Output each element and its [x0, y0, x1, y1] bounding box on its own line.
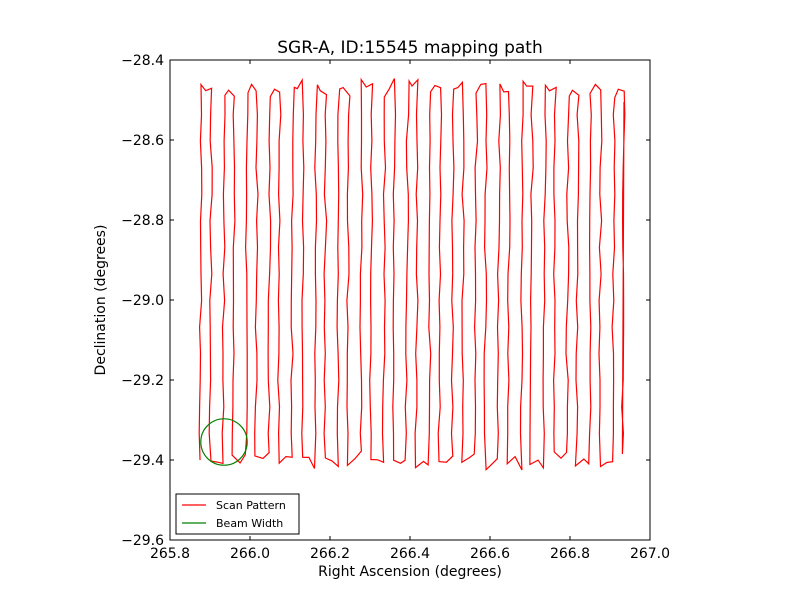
- x-tick-label: 266.8: [550, 546, 590, 562]
- legend-box: [175, 493, 300, 535]
- x-tick-label: 266.4: [390, 546, 430, 562]
- x-axis-label: Right Ascension (degrees): [318, 564, 502, 580]
- legend-label-beam-width: Beam Width: [216, 517, 283, 530]
- legend-label-scan-pattern: Scan Pattern: [216, 499, 286, 512]
- x-tick-label: 267.0: [630, 546, 670, 562]
- x-axis: 265.8 266.0 266.2 266.4 266.6 266.8 267.0: [150, 60, 670, 562]
- legend: Scan Pattern Beam Width: [175, 493, 300, 535]
- y-tick-label: −29.2: [121, 373, 164, 389]
- y-tick-label: −29.0: [121, 293, 164, 309]
- y-axis-label: Declination (degrees): [93, 225, 109, 376]
- series-scan-pattern: [198, 77, 626, 472]
- series-beam-width: [200, 418, 248, 466]
- y-tick-label: −29.4: [121, 453, 164, 469]
- x-tick-label: 266.6: [470, 546, 510, 562]
- y-tick-label: −29.6: [121, 533, 164, 549]
- x-tick-label: 265.8: [150, 546, 190, 562]
- y-tick-label: −28.8: [121, 213, 164, 229]
- y-axis: −28.4 −28.6 −28.8 −29.0 −29.2 −29.4 −29.6: [121, 53, 650, 549]
- y-tick-label: −28.6: [121, 133, 164, 149]
- x-tick-label: 266.0: [230, 546, 270, 562]
- chart-title: SGR-A, ID:15545 mapping path: [277, 38, 543, 58]
- plot-area: [198, 77, 626, 472]
- y-tick-label: −28.4: [121, 53, 164, 69]
- x-tick-label: 266.2: [310, 546, 350, 562]
